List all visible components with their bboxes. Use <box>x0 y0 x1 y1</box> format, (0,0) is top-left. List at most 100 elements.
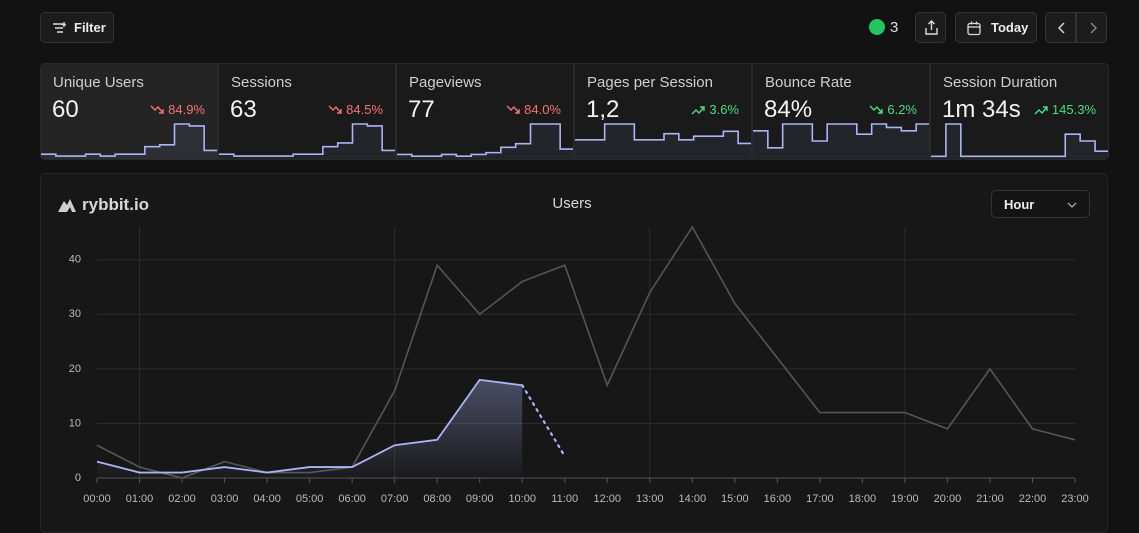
x-tick-label: 23:00 <box>1061 493 1089 505</box>
x-tick-label: 19:00 <box>891 493 919 505</box>
stat-change: 145.3% <box>1034 102 1096 117</box>
x-tick-label: 04:00 <box>253 493 281 505</box>
brand-logo <box>58 199 76 212</box>
x-tick-label: 00:00 <box>83 493 111 505</box>
trend-arrow <box>691 105 706 114</box>
stat-value: 84% <box>764 96 813 123</box>
stat-change-value: 84.0% <box>524 102 561 117</box>
date-button[interactable]: Today <box>955 12 1037 43</box>
x-tick-label: 18:00 <box>849 493 877 505</box>
trend-icon <box>1034 105 1048 114</box>
x-tick-label: 22:00 <box>1019 493 1047 505</box>
stat-change: 3.6% <box>691 102 739 117</box>
x-tick-label: 02:00 <box>168 493 196 505</box>
x-tick-label: 15:00 <box>721 493 749 505</box>
x-tick-label: 06:00 <box>338 493 366 505</box>
stat-change: 84.5% <box>328 102 383 117</box>
stat-card[interactable]: Session Duration 1m 34s 145.3% <box>930 63 1109 160</box>
sparkline-fill <box>219 124 395 159</box>
stat-value: 63 <box>230 96 257 123</box>
stat-change-value: 3.6% <box>709 102 739 117</box>
trend-arrow <box>869 105 884 114</box>
current-area <box>97 379 523 478</box>
y-tick-label: 20 <box>69 363 81 375</box>
stat-change: 84.9% <box>150 102 205 117</box>
stat-label: Pageviews <box>409 74 482 91</box>
stat-change-value: 84.9% <box>168 102 205 117</box>
filter-icon <box>53 22 66 33</box>
share-icon <box>925 20 938 35</box>
trend-arrow <box>150 105 164 114</box>
stat-card[interactable]: Pageviews 77 84.0% <box>396 63 574 160</box>
date-label: Today <box>991 20 1029 35</box>
chevron-icon <box>1067 202 1077 208</box>
trend-icon <box>150 105 164 114</box>
stat-change-value: 6.2% <box>887 102 917 117</box>
filter-label: Filter <box>74 20 106 35</box>
sparkline-line <box>397 123 573 158</box>
stat-label: Session Duration <box>943 74 1058 91</box>
y-tick-label: 0 <box>75 472 81 484</box>
sparkline-fill <box>41 124 217 159</box>
y-tick-label: 10 <box>69 417 81 429</box>
x-tick-label: 20:00 <box>934 493 962 505</box>
granularity-label: Hour <box>1004 197 1035 212</box>
stat-change-value: 84.5% <box>346 102 383 117</box>
sparkline-fill <box>575 124 751 159</box>
stat-change: 6.2% <box>869 102 917 117</box>
stat-card[interactable]: Bounce Rate 84% 6.2% <box>752 63 930 160</box>
x-tick-label: 14:00 <box>679 493 707 505</box>
share-button[interactable] <box>915 12 946 43</box>
x-tick-label: 10:00 <box>508 493 536 505</box>
x-tick-label: 05:00 <box>296 493 324 505</box>
sparkline <box>397 123 573 159</box>
sparkline <box>41 123 217 159</box>
trend-icon <box>691 105 706 114</box>
sparkline <box>219 123 395 159</box>
sparkline-line <box>575 123 751 145</box>
filter-button[interactable]: Filter <box>40 12 114 43</box>
sparkline <box>753 123 929 159</box>
sparkline <box>575 123 751 159</box>
current-line <box>96 378 523 474</box>
stat-value: 77 <box>408 96 435 123</box>
trend-icon <box>869 105 884 114</box>
stat-card[interactable]: Pages per Session 1,2 3.6% <box>574 63 752 160</box>
trend-icon <box>506 105 520 114</box>
previous-line <box>96 225 1076 479</box>
sparkline-fill <box>753 124 929 159</box>
stat-card[interactable]: Sessions 63 84.5% <box>218 63 396 160</box>
stat-card[interactable]: Unique Users 60 84.9% <box>40 63 218 160</box>
x-tick-label: 21:00 <box>976 493 1004 505</box>
stat-label: Unique Users <box>53 74 144 91</box>
y-tick-label: 40 <box>69 254 81 266</box>
stat-value: 60 <box>52 96 79 123</box>
x-tick-label: 08:00 <box>423 493 451 505</box>
stat-label: Sessions <box>231 74 292 91</box>
trend-icon <box>328 105 342 114</box>
granularity-select[interactable]: Hour <box>991 190 1090 218</box>
sparkline-line <box>931 123 1108 158</box>
sparkline-line <box>41 123 217 157</box>
current-projection <box>521 384 566 458</box>
x-tick-label: 03:00 <box>211 493 239 505</box>
x-tick-label: 07:00 <box>381 493 409 505</box>
sparkline-fill <box>931 124 1108 159</box>
stat-change: 84.0% <box>506 102 561 117</box>
stat-value: 1,2 <box>586 96 620 123</box>
stat-change-value: 145.3% <box>1051 102 1096 117</box>
trend-arrow <box>328 105 342 114</box>
brand-name: rybbit.io <box>82 195 150 214</box>
stat-value: 1m 34s <box>942 96 1021 123</box>
live-dot <box>869 19 885 35</box>
sparkline-fill <box>397 124 573 159</box>
next-button[interactable] <box>1076 12 1107 43</box>
x-tick-label: 16:00 <box>764 493 792 505</box>
stat-label: Bounce Rate <box>765 74 852 91</box>
prev-button[interactable] <box>1045 12 1076 43</box>
x-tick-label: 09:00 <box>466 493 494 505</box>
x-tick-label: 13:00 <box>636 493 664 505</box>
sparkline-line <box>753 123 929 149</box>
